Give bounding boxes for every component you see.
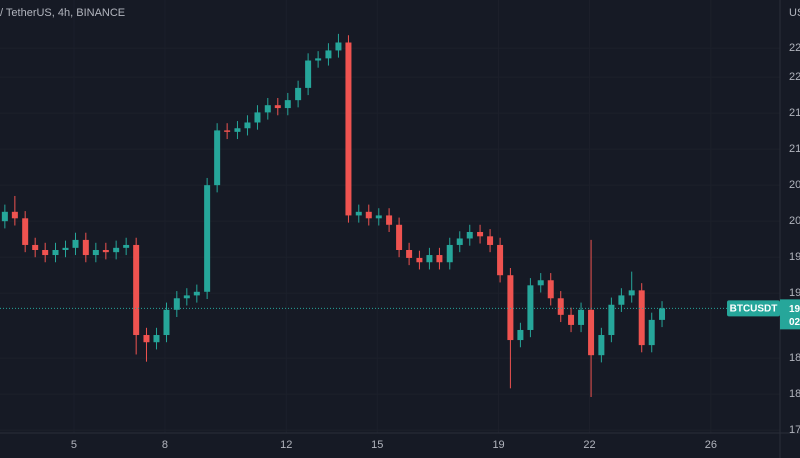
y-tick-label: 19 [789,287,800,299]
candle-body [254,112,261,123]
candle-body [507,275,514,341]
candle-body [102,250,109,253]
candle-body [173,298,180,310]
candle-body [618,295,625,305]
y-tick-label: 19 [789,251,800,263]
y-tick-label: 22 [789,71,800,83]
candle-body [537,280,544,286]
symbol-tag [727,300,780,317]
candle-body [315,58,322,61]
y-tick-label: 20 [789,179,800,191]
x-tick-label: 5 [71,439,77,451]
symbol-label: BTCUSDT [730,304,778,315]
candle-body [274,105,281,109]
candle-body [52,250,59,256]
candle-body [527,285,534,330]
candle-body [517,329,524,341]
candle-body [345,42,352,216]
price-label: 02 [789,317,800,328]
candle-body [264,105,271,113]
candle-body [608,304,615,336]
candle-body [466,231,473,239]
candle-body [214,130,221,186]
candle-body [42,250,49,256]
x-tick-label: 8 [162,439,168,451]
candle-body [578,309,585,325]
candle-body [396,224,403,251]
candle-body [22,218,29,245]
candle-body [244,122,251,129]
candle-body [234,128,241,132]
candle-body [426,255,433,263]
y-tick-label: 17 [789,424,800,436]
candle-body [62,247,69,251]
candle-body [183,295,190,299]
candle-body [477,231,484,237]
candle-body [648,319,655,346]
candle-body [628,290,635,296]
x-tick-label: 12 [280,439,292,451]
y-tick-label: 21 [789,143,800,155]
candle-body [92,250,99,256]
price-tag [780,299,800,330]
candle-body [335,42,342,51]
candle-body [638,290,645,346]
candle-body [386,215,393,225]
candle-body [224,130,231,132]
candle-body [113,247,120,253]
candle-body [153,335,160,343]
candle-body [193,291,200,296]
candle-body [295,87,302,101]
candle-body [557,298,564,315]
candle-body [568,314,575,325]
candle-body [123,244,130,248]
price-label: 19 [789,304,800,315]
candle-body [82,239,89,256]
candle-body [32,244,39,251]
y-tick-label: 18 [789,388,800,400]
x-tick-label: 15 [371,439,383,451]
candle-body [355,211,362,216]
candle-body [406,250,413,258]
candle-body [659,308,666,320]
candle-body [305,60,312,88]
candle-body [416,257,423,263]
candle-body [284,100,291,109]
candle-body [204,185,211,292]
candle-body [487,236,494,245]
candle-body [547,280,554,299]
y-tick-label: 20 [789,215,800,227]
y-axis-label: US [789,7,800,19]
x-tick-label: 26 [705,439,717,451]
candle-body [588,309,595,356]
y-tick-label: 18 [789,352,800,364]
candle-body [598,335,605,356]
candle-body [497,244,504,276]
candle-body [163,309,170,336]
candle-body [133,244,140,336]
x-tick-label: 19 [492,439,504,451]
candle-body [325,50,332,59]
chart-title: / TetherUS, 4h, BINANCE [0,7,125,19]
y-tick-label: 21 [789,107,800,119]
candle-body [456,238,463,245]
candle-body [11,211,18,219]
candle-body [375,215,382,219]
candle-body [436,255,443,263]
candles [0,33,780,397]
candle-body [1,211,8,222]
candle-body [72,239,79,248]
overlay: 22 22 21 21 20 20 19 19 18 18 17 5 8 12 15 19 22 26 BTCUSD… [71,42,800,451]
candle-body [365,211,372,219]
candle-body [143,335,150,343]
y-tick-label: 22 [789,42,800,54]
x-tick-label: 22 [583,439,595,451]
candle-body [446,244,453,263]
